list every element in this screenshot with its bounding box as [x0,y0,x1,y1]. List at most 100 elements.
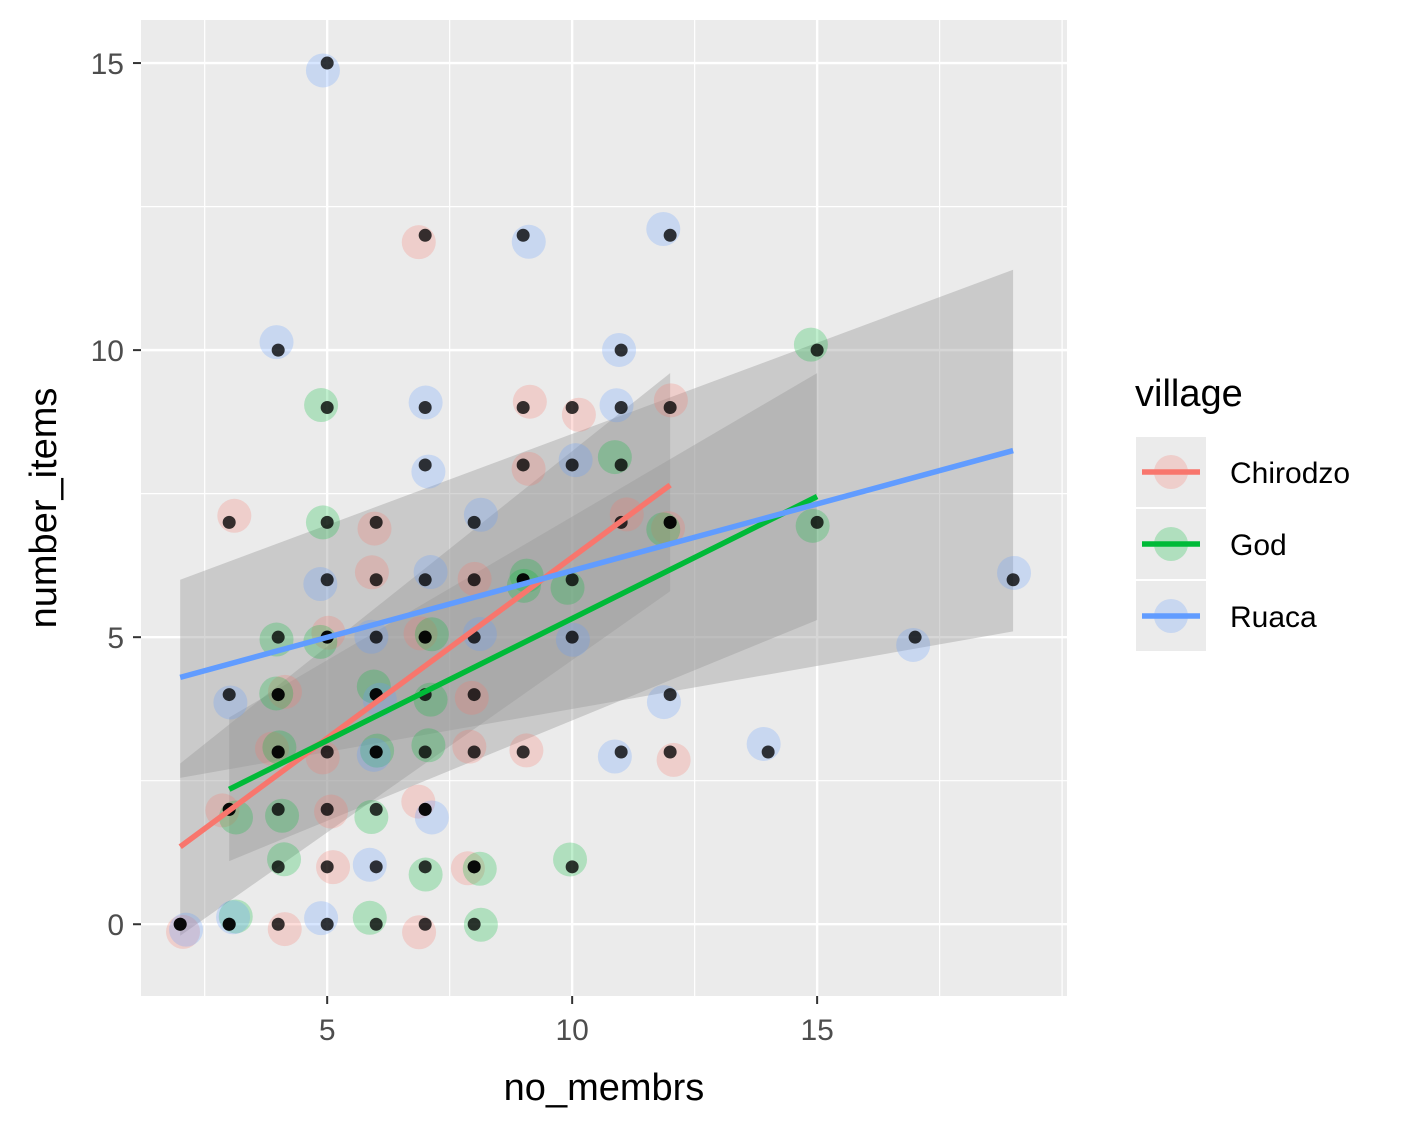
trend-lines [178,447,1014,849]
data-point [565,860,579,874]
data-points [166,53,1032,950]
data-point [271,688,285,702]
data-point [418,745,432,759]
data-point [565,573,579,587]
data-point [418,630,432,644]
data-point [565,458,579,472]
data-point [222,688,236,702]
data-point [320,860,334,874]
data-point [1006,573,1020,587]
data-point [320,573,334,587]
data-point [369,630,383,644]
legend-key [1134,579,1208,653]
data-point [663,745,677,759]
y-axis-label: number_items [23,388,65,629]
data-point [320,56,334,70]
data-point [369,745,383,759]
jitter-point [267,912,302,947]
legend: village Chirodzo God Ruaca [1134,373,1350,653]
data-point [761,745,775,759]
data-point [908,630,922,644]
data-point [516,401,530,415]
data-point [663,688,677,702]
jitter-point [401,225,436,260]
data-point [369,860,383,874]
plot-panel [141,20,1067,996]
data-point [369,802,383,816]
data-point [320,745,334,759]
data-point [467,573,481,587]
jitter-point [512,384,547,419]
data-point [467,688,481,702]
x-axis-label: no_membrs [504,1067,705,1109]
confidence-band [229,373,818,862]
data-point [222,917,236,931]
data-point [418,401,432,415]
jitter-point [597,739,632,774]
data-point [614,343,628,357]
trend-line [227,494,819,792]
data-point [516,458,530,472]
jitter-point [267,842,302,877]
data-point [271,745,285,759]
data-point [663,401,677,415]
jitter-point [561,397,596,432]
y-tick-label: 10 [91,335,124,368]
x-tick-label: 5 [319,1014,336,1047]
data-point [810,515,824,529]
jitter-point [646,685,681,720]
y-tick-label: 0 [107,909,124,942]
data-point [369,917,383,931]
y-tick-label: 5 [107,622,124,655]
data-point [418,573,432,587]
jitter-point [646,211,681,246]
data-point [663,515,677,529]
data-point [467,860,481,874]
data-point [418,917,432,931]
data-point [418,860,432,874]
data-point [810,343,824,357]
legend-key [1134,507,1208,581]
data-point [467,515,481,529]
jitter-point [597,440,632,475]
confidence-band [180,373,671,936]
jitter-point [511,224,546,259]
jitter-point [213,685,248,720]
data-point [516,745,530,759]
legend-label: God [1230,529,1287,562]
data-point [320,917,334,931]
jitter-point [352,847,387,882]
legend-label: Chirodzo [1230,457,1350,490]
jitter-point [303,567,338,602]
jitter-point [402,915,437,950]
trend-line [178,482,672,849]
data-point [173,917,187,931]
data-point [614,458,628,472]
data-point [271,802,285,816]
data-point [369,573,383,587]
jitter-point [169,912,204,947]
data-point [614,745,628,759]
data-point [320,515,334,529]
trend-line [179,447,1014,681]
axes: 5 10 15 0 5 10 15 [91,48,834,1047]
jitter-point [304,901,339,936]
data-point [418,802,432,816]
jitter-point [217,498,252,533]
data-point [271,917,285,931]
confidence-ribbons [180,269,1014,936]
data-point [467,917,481,931]
data-point [271,860,285,874]
data-point [614,401,628,415]
data-point [516,228,530,242]
data-point [369,515,383,529]
jitter-point [259,325,294,360]
data-point [565,401,579,415]
data-point [565,630,579,644]
data-point [320,401,334,415]
data-point [467,745,481,759]
legend-key [1134,435,1208,509]
data-point [271,630,285,644]
jitter-point [463,497,498,532]
